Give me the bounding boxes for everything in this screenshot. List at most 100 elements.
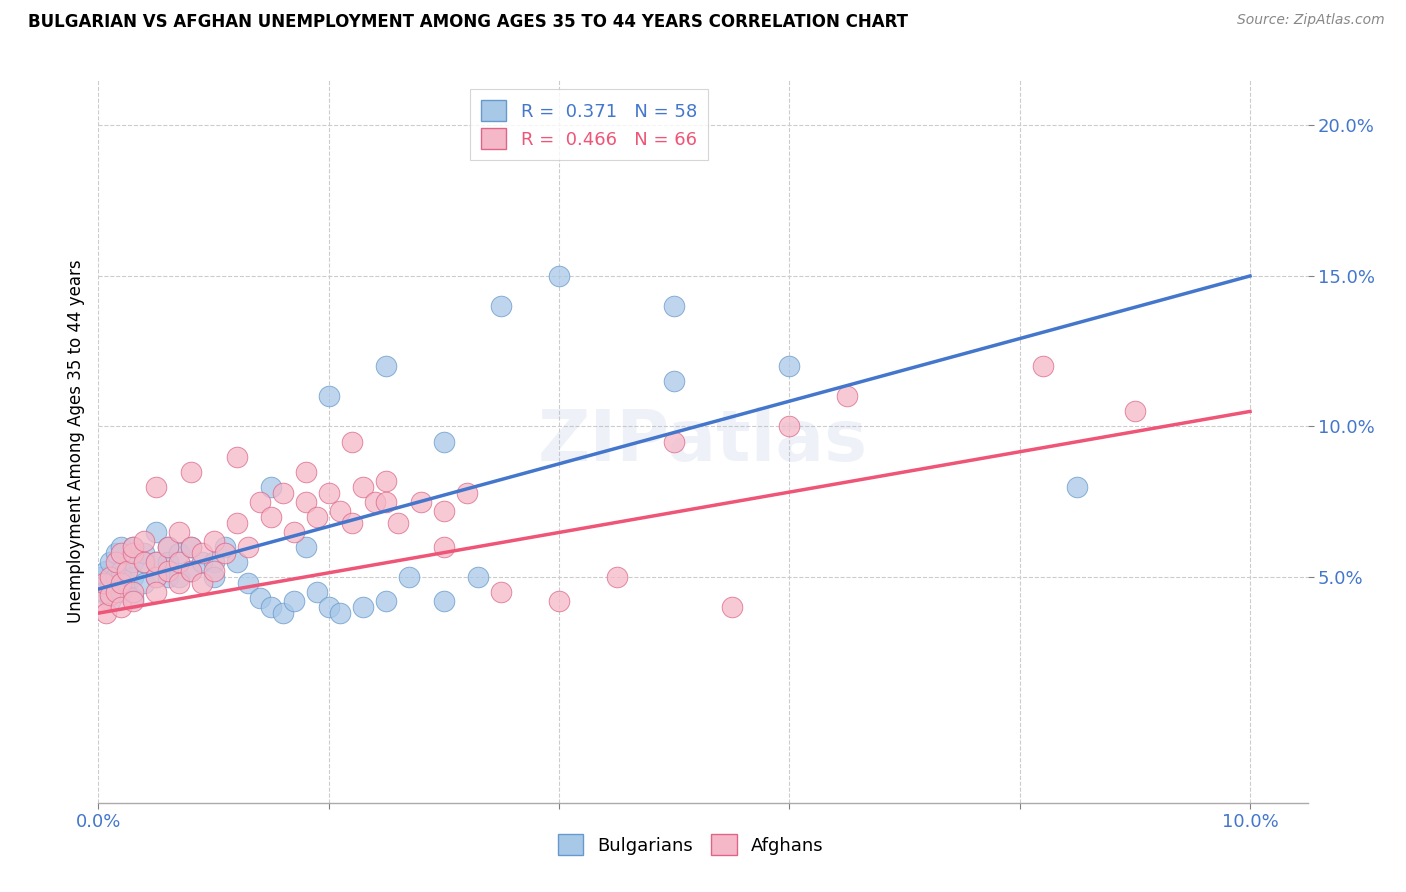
Point	[115, 564, 138, 578]
Point	[134, 555, 156, 569]
Point	[398, 570, 420, 584]
Point	[225, 555, 247, 569]
Point	[167, 570, 190, 584]
Point	[145, 555, 167, 569]
Point	[145, 570, 167, 584]
Point	[318, 485, 340, 500]
Point	[664, 299, 686, 313]
Point	[433, 434, 456, 449]
Point	[491, 299, 513, 313]
Point	[104, 570, 127, 584]
Point	[283, 594, 305, 608]
Point	[294, 540, 316, 554]
Point	[156, 540, 179, 554]
Point	[110, 600, 132, 615]
Point	[283, 524, 305, 539]
Point	[271, 606, 294, 620]
Point	[90, 570, 112, 584]
Point	[236, 576, 259, 591]
Point	[260, 600, 283, 615]
Point	[145, 570, 167, 584]
Point	[214, 540, 236, 554]
Point	[156, 564, 179, 578]
Point	[375, 494, 398, 508]
Point	[110, 576, 132, 591]
Point	[98, 570, 121, 584]
Text: BULGARIAN VS AFGHAN UNEMPLOYMENT AMONG AGES 35 TO 44 YEARS CORRELATION CHART: BULGARIAN VS AFGHAN UNEMPLOYMENT AMONG A…	[28, 13, 908, 31]
Point	[145, 585, 167, 599]
Point	[191, 546, 214, 560]
Point	[167, 555, 190, 569]
Point	[225, 516, 247, 530]
Point	[167, 546, 190, 560]
Point	[110, 564, 132, 578]
Point	[191, 576, 214, 591]
Point	[307, 585, 329, 599]
Point	[145, 480, 167, 494]
Point	[214, 546, 236, 560]
Point	[318, 600, 340, 615]
Point	[156, 540, 179, 554]
Point	[180, 540, 202, 554]
Point	[548, 594, 571, 608]
Point	[93, 585, 115, 599]
Point	[778, 419, 800, 434]
Point	[778, 359, 800, 374]
Point	[720, 600, 742, 615]
Point	[134, 533, 156, 548]
Point	[98, 576, 121, 591]
Point	[364, 494, 387, 508]
Point	[122, 591, 145, 606]
Point	[340, 434, 363, 449]
Point	[375, 594, 398, 608]
Point	[329, 504, 352, 518]
Point	[104, 555, 127, 569]
Point	[98, 588, 121, 602]
Point	[145, 524, 167, 539]
Point	[340, 516, 363, 530]
Point	[122, 570, 145, 584]
Point	[387, 516, 409, 530]
Point	[202, 555, 225, 569]
Point	[156, 555, 179, 569]
Point	[104, 585, 127, 599]
Point	[236, 540, 259, 554]
Text: Source: ZipAtlas.com: Source: ZipAtlas.com	[1237, 13, 1385, 28]
Point	[835, 389, 858, 403]
Point	[307, 509, 329, 524]
Point	[1066, 480, 1088, 494]
Point	[180, 564, 202, 578]
Point	[375, 359, 398, 374]
Point	[1123, 404, 1146, 418]
Point	[104, 546, 127, 560]
Point	[122, 540, 145, 554]
Point	[122, 546, 145, 560]
Point	[90, 594, 112, 608]
Point	[352, 600, 374, 615]
Point	[96, 606, 118, 620]
Point	[409, 494, 432, 508]
Point	[180, 465, 202, 479]
Point	[433, 504, 456, 518]
Point	[98, 555, 121, 569]
Point	[294, 494, 316, 508]
Point	[180, 564, 202, 578]
Point	[225, 450, 247, 464]
Point	[145, 555, 167, 569]
Point	[96, 564, 118, 578]
Point	[134, 576, 156, 591]
Point	[115, 576, 138, 591]
Point	[180, 540, 202, 554]
Point	[98, 594, 121, 608]
Point	[1032, 359, 1054, 374]
Point	[318, 389, 340, 403]
Point	[156, 570, 179, 584]
Point	[375, 474, 398, 488]
Point	[352, 480, 374, 494]
Point	[167, 524, 190, 539]
Point	[433, 540, 456, 554]
Point	[167, 576, 190, 591]
Y-axis label: Unemployment Among Ages 35 to 44 years: Unemployment Among Ages 35 to 44 years	[66, 260, 84, 624]
Point	[260, 480, 283, 494]
Point	[93, 576, 115, 591]
